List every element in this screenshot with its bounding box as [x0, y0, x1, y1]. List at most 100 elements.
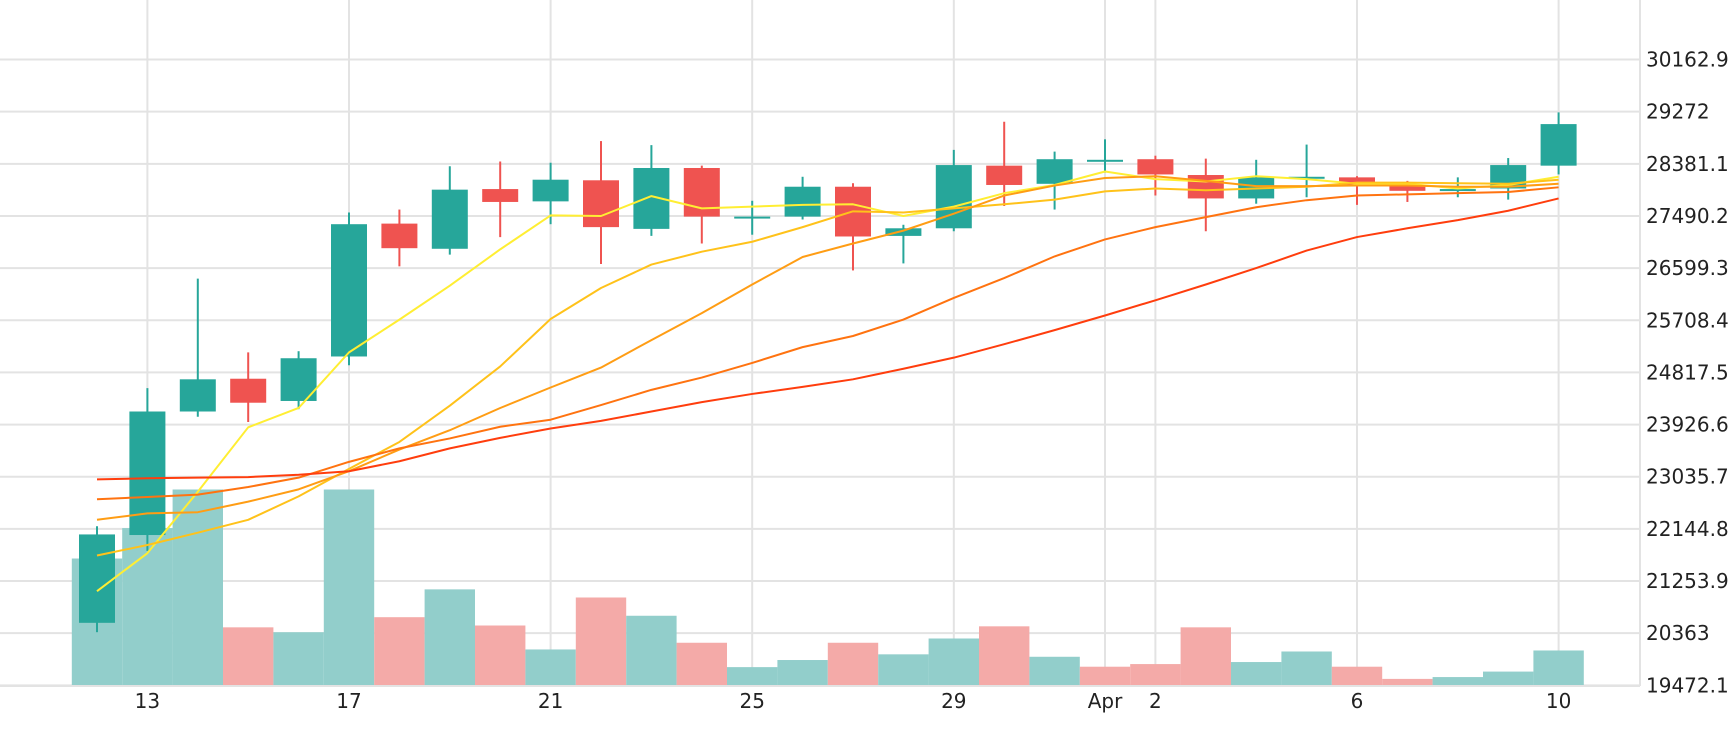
volume-bar: [979, 626, 1030, 686]
volume-bar: [223, 627, 274, 686]
volume-bar: [575, 597, 627, 686]
candle: [179, 278, 216, 417]
volume-bar: [1483, 671, 1534, 686]
volume-bar: [273, 632, 324, 686]
volume-bar: [475, 625, 526, 686]
candle: [532, 162, 569, 225]
candle: [230, 352, 267, 423]
candle-body: [784, 186, 821, 217]
y-tick-label: 27490.2: [1646, 204, 1729, 228]
moving-average-lines: [96, 170, 1559, 593]
volume-bar: [1079, 666, 1131, 686]
y-tick-label: 24817.5: [1646, 360, 1729, 384]
candle-body: [532, 179, 569, 202]
candle-body: [1187, 175, 1224, 199]
candle: [683, 165, 720, 244]
candle: [1238, 159, 1275, 204]
y-tick-label: 26599.3: [1646, 256, 1729, 280]
candle: [331, 212, 367, 366]
x-tick-label: 10: [1546, 689, 1571, 713]
x-axis-tick-labels: 13 17 21 25 29 Apr 2 6 10: [135, 689, 1572, 713]
y-tick-label: 21253.9: [1646, 569, 1729, 593]
candle-body: [1087, 159, 1123, 162]
volume-bar: [727, 667, 778, 686]
candle-body: [482, 189, 519, 202]
volume-bar: [1533, 650, 1584, 686]
candle-body: [1389, 185, 1426, 191]
volume-bar: [525, 649, 576, 686]
candle: [986, 121, 1023, 207]
volume-bar: [172, 489, 223, 686]
moving-average-line: [96, 170, 1559, 593]
x-tick-label: 29: [941, 689, 966, 713]
candle: [583, 141, 619, 264]
moving-average-line: [96, 186, 1559, 501]
candle: [1540, 112, 1577, 175]
volume-bar: [1432, 677, 1483, 686]
volume-bar: [827, 642, 879, 686]
candle: [784, 176, 821, 220]
volume-bar: [323, 489, 375, 686]
candle-body: [331, 224, 367, 357]
x-tick-label: 17: [336, 689, 361, 713]
candle-body: [230, 378, 267, 403]
x-tick-label: 2: [1149, 689, 1162, 713]
candle-body: [381, 223, 418, 249]
candle-body: [734, 216, 771, 219]
y-tick-label: 25708.4: [1646, 308, 1729, 332]
volume-bar: [626, 615, 677, 686]
volume-bar: [777, 660, 828, 686]
candle: [482, 161, 519, 238]
y-tick-label: 30162.9: [1646, 48, 1729, 72]
y-tick-label: 19472.1: [1646, 673, 1729, 697]
moving-average-line: [96, 175, 1559, 521]
x-tick-label: 25: [739, 689, 764, 713]
x-tick-label: 6: [1351, 689, 1364, 713]
x-tick-label: 13: [135, 689, 160, 713]
x-tick-label: 21: [538, 689, 563, 713]
y-tick-label: 29272: [1646, 100, 1710, 124]
candle-body: [179, 379, 216, 412]
volume-bar: [1029, 656, 1080, 686]
candle-body: [1288, 176, 1325, 179]
y-tick-label: 23035.7: [1646, 465, 1729, 489]
candle: [935, 149, 972, 232]
candle-body: [79, 534, 115, 623]
volume-bar: [424, 589, 475, 686]
candle: [431, 166, 468, 255]
y-axis-tick-labels: 30162.9 29272 28381.1 27490.2 26599.3 25708.4…: [1646, 48, 1729, 698]
candle-body: [1439, 189, 1476, 192]
volume-bar: [1281, 651, 1332, 686]
candle-body: [986, 165, 1023, 185]
volume-bar: [374, 617, 425, 686]
candle: [1339, 176, 1375, 205]
y-tick-label: 28381.1: [1646, 152, 1729, 176]
candle: [1288, 144, 1325, 198]
candle: [381, 209, 418, 267]
candle: [1036, 151, 1073, 210]
volume-bar: [1231, 662, 1282, 686]
volume-bar: [878, 654, 929, 686]
candle: [633, 145, 670, 236]
volume-bar: [1331, 666, 1383, 686]
y-tick-label: 20363: [1646, 621, 1710, 645]
candle-body: [1540, 124, 1577, 166]
candle-body: [583, 180, 619, 228]
candle-body: [1339, 177, 1375, 186]
candle: [79, 526, 115, 633]
y-tick-label: 22144.8: [1646, 517, 1729, 541]
candle-body: [885, 228, 922, 236]
volume-bar: [1130, 664, 1181, 686]
volume-bar: [1382, 678, 1433, 686]
candle-body: [431, 189, 468, 249]
candle: [280, 351, 317, 410]
volume-bar: [1180, 627, 1231, 686]
y-tick-label: 23926.6: [1646, 413, 1729, 437]
candle-body: [129, 411, 166, 536]
candle-body: [1036, 159, 1073, 184]
x-tick-label: Apr: [1088, 689, 1123, 713]
candle: [129, 388, 166, 551]
volume-bar: [928, 638, 979, 686]
moving-average-line: [96, 197, 1559, 481]
